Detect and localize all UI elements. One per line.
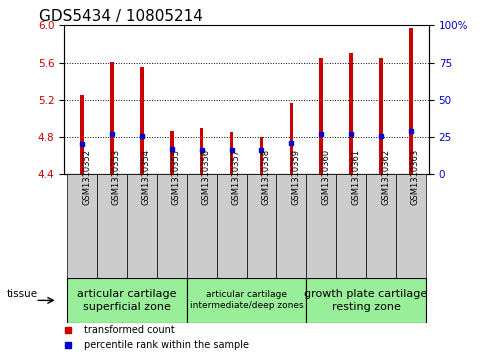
Bar: [80, 95, 84, 174]
Text: GSM1310361: GSM1310361: [351, 149, 360, 205]
Text: GSM1310358: GSM1310358: [261, 149, 271, 205]
Bar: [366, 174, 396, 278]
Text: GDS5434 / 10805214: GDS5434 / 10805214: [38, 9, 203, 24]
Bar: [67, 278, 187, 323]
Bar: [216, 174, 246, 278]
Bar: [306, 278, 426, 323]
Text: GSM1310354: GSM1310354: [142, 149, 151, 205]
Bar: [396, 174, 426, 278]
Bar: [157, 174, 187, 278]
Bar: [230, 132, 233, 174]
Bar: [187, 278, 306, 323]
Text: GSM1310363: GSM1310363: [411, 149, 420, 205]
Bar: [110, 62, 114, 174]
Text: GSM1310360: GSM1310360: [321, 149, 330, 205]
Text: growth plate cartilage
resting zone: growth plate cartilage resting zone: [305, 289, 428, 311]
Bar: [187, 174, 216, 278]
Text: GSM1310359: GSM1310359: [291, 149, 300, 205]
Text: GSM1310353: GSM1310353: [112, 149, 121, 205]
Bar: [306, 174, 336, 278]
Bar: [170, 131, 174, 174]
Bar: [336, 174, 366, 278]
Text: articular cartilage
intermediate/deep zones: articular cartilage intermediate/deep zo…: [190, 290, 303, 310]
Bar: [289, 103, 293, 174]
Text: percentile rank within the sample: percentile rank within the sample: [84, 340, 249, 350]
Bar: [277, 174, 306, 278]
Bar: [379, 58, 383, 174]
Bar: [350, 53, 353, 174]
Bar: [260, 137, 263, 174]
Text: GSM1310352: GSM1310352: [82, 149, 91, 205]
Text: GSM1310355: GSM1310355: [172, 149, 181, 205]
Bar: [140, 67, 143, 174]
Bar: [409, 28, 413, 174]
Bar: [97, 174, 127, 278]
Bar: [246, 174, 277, 278]
Bar: [67, 174, 97, 278]
Bar: [319, 58, 323, 174]
Text: GSM1310357: GSM1310357: [232, 149, 241, 205]
Text: GSM1310356: GSM1310356: [202, 149, 211, 205]
Text: tissue: tissue: [6, 289, 37, 299]
Bar: [127, 174, 157, 278]
Bar: [200, 128, 204, 174]
Text: GSM1310362: GSM1310362: [381, 149, 390, 205]
Text: transformed count: transformed count: [84, 325, 175, 335]
Text: articular cartilage
superficial zone: articular cartilage superficial zone: [77, 289, 176, 311]
